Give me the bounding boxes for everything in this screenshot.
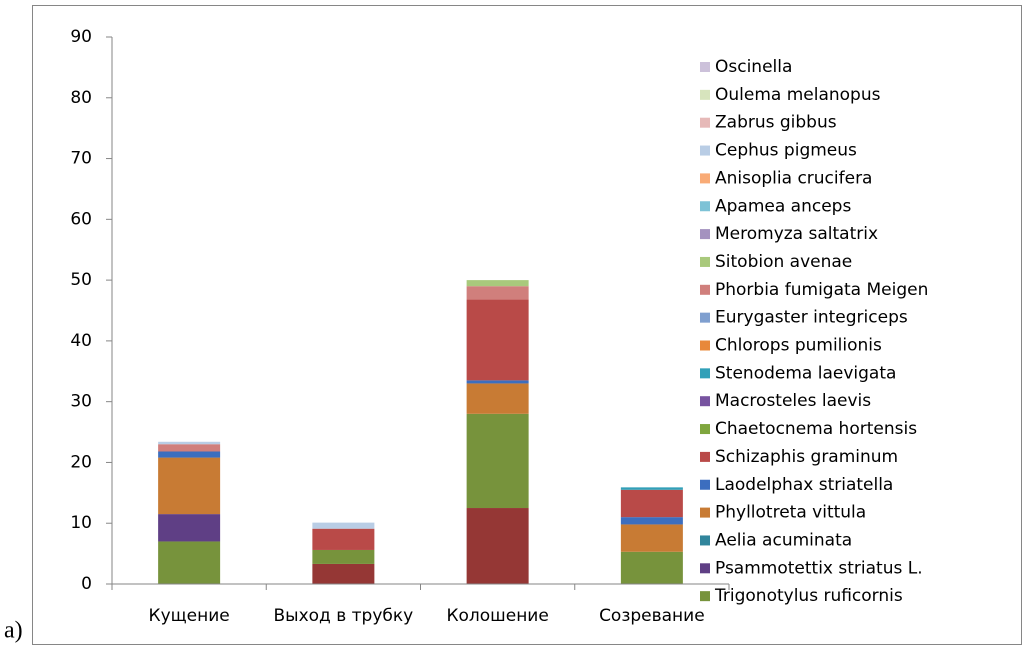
bar-segment <box>312 563 375 584</box>
y-tick-label: 30 <box>70 392 92 412</box>
bar-segment <box>466 383 529 414</box>
legend-label: Anisoplia crucifera <box>715 168 872 188</box>
legend-label: Stenodema laevigata <box>715 363 896 383</box>
legend-swatch <box>700 145 710 156</box>
legend-label: Phorbia fumigata Meigen <box>715 280 928 300</box>
x-tick-label: Колошение <box>446 606 548 626</box>
legend-label: Apamea anceps <box>715 196 851 216</box>
legend-swatch <box>700 451 710 462</box>
y-tick-label: 70 <box>70 149 92 169</box>
bar-segment <box>312 522 375 529</box>
bar-segment <box>620 489 683 518</box>
y-tick-label: 50 <box>70 270 92 290</box>
bar-segment <box>466 413 529 509</box>
y-tick-label: 60 <box>70 209 92 229</box>
bar-segment <box>312 528 375 550</box>
x-tick-label: Созревание <box>599 606 705 626</box>
bar-segment <box>466 299 529 381</box>
legend-label: Chlorops pumilionis <box>715 336 882 356</box>
y-tick-label: 40 <box>70 331 92 351</box>
bar-segment <box>158 444 221 452</box>
legend-label: Eurygaster integriceps <box>715 308 908 328</box>
legend-label: Chaetocnema hortensis <box>715 419 917 439</box>
legend-swatch <box>700 591 710 602</box>
legend-swatch <box>700 312 710 323</box>
y-tick-label: 90 <box>70 27 92 47</box>
bar-segment <box>620 524 683 552</box>
legend-label: Sitobion avenae <box>715 252 852 272</box>
legend-swatch <box>700 479 710 490</box>
x-tick-label: Кущение <box>149 606 230 626</box>
bar-segment <box>620 551 683 584</box>
bar-segment <box>466 380 529 384</box>
legend-label: Aelia acuminata <box>715 530 852 550</box>
legend-label: Macrosteles laevis <box>715 391 871 411</box>
legend-label: Phyllotreta vittula <box>715 503 866 523</box>
bar-segment <box>158 541 221 584</box>
legend-swatch <box>700 201 710 212</box>
bar-segment <box>620 517 683 525</box>
legend-label: Zabrus gibbus <box>715 113 837 133</box>
y-tick-label: 0 <box>81 574 92 594</box>
legend-label: Schizaphis graminum <box>715 447 898 467</box>
legend-swatch <box>700 396 710 407</box>
bar-segment <box>158 457 221 515</box>
legend-label: Oulema melanopus <box>715 85 881 105</box>
legend-label: Psammotettix striatus L. <box>715 558 923 578</box>
legend-swatch <box>700 563 710 574</box>
legend-swatch <box>700 256 710 267</box>
bar-segment <box>158 451 221 458</box>
bar-segment <box>466 286 529 300</box>
x-tick-label: Выход в трубку <box>274 606 414 626</box>
legend-swatch <box>700 89 710 100</box>
legend-swatch <box>700 229 710 240</box>
legend-swatch <box>700 117 710 128</box>
legend-swatch <box>700 424 710 435</box>
legend-label: Laodelphax striatella <box>715 475 893 495</box>
legend-label: Meromyza saltatrix <box>715 224 878 244</box>
legend-label: Oscinella <box>715 57 792 77</box>
bar-segment <box>158 514 221 542</box>
caption: а) <box>4 618 23 644</box>
bar-segment <box>312 549 375 564</box>
y-tick-label: 20 <box>70 452 92 472</box>
y-tick-label: 10 <box>70 513 92 533</box>
bar-segment <box>466 280 529 287</box>
legend-swatch <box>700 368 710 379</box>
legend-swatch <box>700 284 710 295</box>
legend-swatch <box>700 173 710 184</box>
bar-segment <box>620 487 683 490</box>
legend-swatch <box>700 62 710 72</box>
legend-label: Cephus pigmeus <box>715 141 857 161</box>
legend-swatch <box>700 507 710 518</box>
y-tick-label: 80 <box>70 88 92 108</box>
legend-swatch <box>700 535 710 546</box>
bar-segment <box>158 441 221 445</box>
legend-label: Trigonotylus ruficornis <box>714 586 903 606</box>
bar-segment <box>466 508 529 584</box>
legend-swatch <box>700 340 710 351</box>
